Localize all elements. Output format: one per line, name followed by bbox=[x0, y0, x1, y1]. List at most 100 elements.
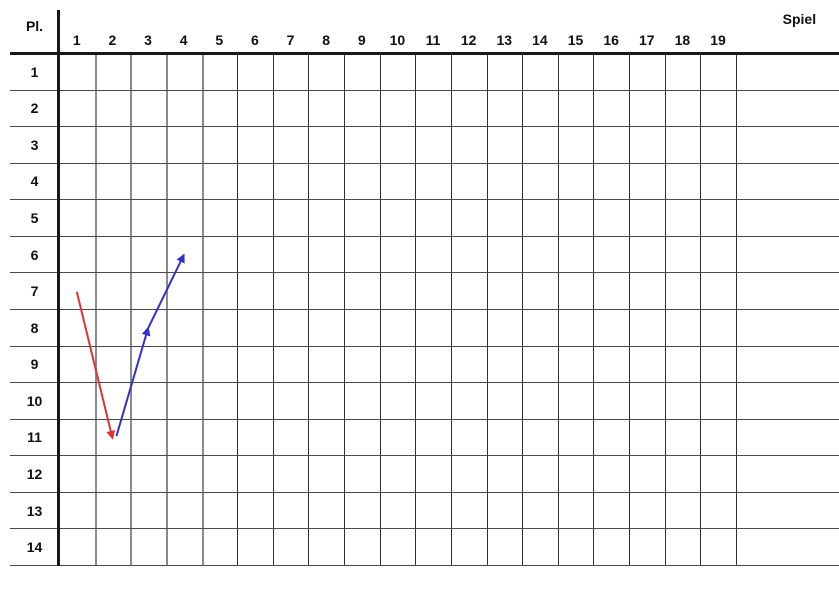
grid-cell-game17-place6 bbox=[629, 236, 665, 273]
grid-cell-game11-place8 bbox=[415, 309, 451, 346]
grid-cell-game6-place14 bbox=[237, 529, 273, 565]
table-row-place-11: 11 bbox=[10, 419, 839, 457]
grid-body: 1 2 3 4 5 6 7 8 9 10 11 12 13 14 bbox=[10, 54, 839, 566]
table-row-place-2: 2 bbox=[10, 90, 839, 128]
grid-cell-game4-place4 bbox=[165, 163, 202, 200]
grid-cell-game4-place11 bbox=[165, 419, 202, 456]
grid-cell-game15-place14 bbox=[557, 529, 594, 565]
grid-cell-game15-place5 bbox=[557, 200, 594, 236]
table-row-place-9: 9 bbox=[10, 346, 839, 384]
grid-cell-game16-place12 bbox=[593, 456, 629, 492]
grid-cell-game4-place5 bbox=[165, 200, 202, 236]
grid-cell-game12-place9 bbox=[450, 346, 487, 383]
grid-cell-game1-place3 bbox=[59, 127, 95, 163]
grid-cell-game16-place6 bbox=[593, 236, 629, 273]
table-row-place-10: 10 bbox=[10, 383, 839, 420]
grid-cell-game8-place10 bbox=[308, 383, 344, 419]
grid-cell-game5-place5 bbox=[201, 200, 238, 236]
grid-cell-game2-place11 bbox=[94, 419, 131, 456]
grid-cell-game5-place9 bbox=[201, 346, 238, 383]
grid-cell-game11-place4 bbox=[415, 163, 451, 200]
grid-cell-game17-place10 bbox=[629, 383, 665, 419]
grid-cell-game1-place12 bbox=[59, 456, 95, 492]
grid-cell-game9-place14 bbox=[344, 529, 380, 565]
grid-cell-game3-place8 bbox=[130, 309, 166, 346]
spiel-column-header: Spiel bbox=[782, 11, 817, 27]
grid-cell-game11-place9 bbox=[415, 346, 451, 383]
game-column-header-11: 11 bbox=[425, 32, 441, 48]
grid-cell-game4-place13 bbox=[165, 492, 202, 529]
grid-cell-game1-place4 bbox=[59, 164, 95, 200]
grid-cell-game10-place11 bbox=[379, 419, 416, 456]
place-row-label-10: 10 bbox=[26, 392, 43, 409]
grid-cell-game9-place6 bbox=[344, 236, 380, 273]
spiel-cell-place-10 bbox=[735, 383, 839, 419]
grid-cell-game12-place3 bbox=[450, 127, 487, 163]
grid-cell-game16-place3 bbox=[593, 127, 629, 163]
game-column-header-1: 1 bbox=[72, 32, 81, 48]
table-row-place-13: 13 bbox=[10, 492, 839, 530]
grid-cell-game10-place13 bbox=[379, 492, 416, 529]
place-row-label-6: 6 bbox=[30, 246, 39, 263]
grid-cell-game10-place3 bbox=[379, 127, 416, 163]
grid-cell-game5-place1 bbox=[201, 54, 238, 90]
grid-cell-game14-place7 bbox=[522, 273, 558, 309]
grid-cell-game8-place1 bbox=[308, 54, 344, 90]
grid-cell-game15-place10 bbox=[557, 383, 594, 419]
grid-cell-game19-place6 bbox=[700, 236, 736, 273]
grid-cell-game18-place6 bbox=[664, 236, 701, 273]
grid-cell-game11-place12 bbox=[415, 456, 451, 492]
grid-cell-game14-place1 bbox=[522, 54, 558, 90]
place-column-divider-line bbox=[57, 10, 60, 566]
grid-cell-game10-place5 bbox=[379, 200, 416, 236]
spiel-cell-place-8 bbox=[735, 309, 839, 346]
grid-cell-game1-place6 bbox=[59, 237, 95, 273]
grid-cell-game2-place4 bbox=[94, 163, 131, 200]
game-column-header-7: 7 bbox=[286, 32, 295, 48]
grid-cell-game13-place5 bbox=[486, 200, 523, 236]
game-column-header-10: 10 bbox=[389, 32, 406, 48]
game-column-header-14: 14 bbox=[532, 32, 548, 48]
game-column-header-16: 16 bbox=[603, 32, 619, 48]
game-column-header-4: 4 bbox=[179, 32, 188, 48]
grid-cell-game2-place5 bbox=[94, 200, 131, 236]
table-row-place-8: 8 bbox=[10, 309, 839, 347]
grid-cell-game17-place11 bbox=[629, 419, 665, 456]
grid-cell-game6-place6 bbox=[237, 236, 273, 273]
grid-cell-game18-place1 bbox=[664, 54, 701, 90]
grid-cell-game17-place8 bbox=[629, 309, 665, 346]
grid-cell-game14-place13 bbox=[522, 492, 558, 529]
spiel-cell-place-5 bbox=[735, 200, 839, 236]
grid-cell-game15-place2 bbox=[557, 90, 594, 127]
grid-cell-game2-place2 bbox=[94, 90, 131, 127]
game-column-header-9: 9 bbox=[357, 32, 366, 48]
grid-cell-game16-place5 bbox=[593, 200, 629, 236]
grid-cell-game13-place4 bbox=[486, 163, 523, 200]
place-row-label-11: 11 bbox=[27, 429, 42, 446]
grid-cell-game4-place7 bbox=[165, 273, 202, 309]
grid-cell-game1-place14 bbox=[59, 529, 95, 565]
grid-cell-game18-place2 bbox=[664, 90, 701, 127]
grid-cell-game19-place3 bbox=[700, 127, 736, 163]
place-row-label-4: 4 bbox=[30, 173, 39, 190]
grid-cell-game15-place6 bbox=[557, 236, 594, 273]
grid-cell-game4-place2 bbox=[165, 90, 202, 127]
grid-cell-game16-place11 bbox=[593, 419, 629, 456]
grid-cell-game19-place1 bbox=[700, 54, 736, 90]
grid-cell-game15-place11 bbox=[557, 419, 594, 456]
grid-cell-game9-place4 bbox=[344, 163, 380, 200]
grid-cell-game7-place12 bbox=[272, 456, 309, 492]
grid-cell-game2-place9 bbox=[94, 346, 131, 383]
grid-cell-game17-place1 bbox=[629, 54, 665, 90]
grid-cell-game7-place2 bbox=[272, 90, 309, 127]
grid-cell-game2-place3 bbox=[94, 127, 131, 163]
header-row: Pl. 1 2 3 4 5 6 7 8 9 10 11 12 13 14 15 16 17 18 19 Spiel bbox=[10, 0, 839, 54]
spiel-cell-place-1 bbox=[735, 54, 839, 90]
grid-cell-game6-place3 bbox=[237, 127, 273, 163]
grid-cell-game8-place8 bbox=[308, 309, 344, 346]
grid-cell-game12-place5 bbox=[450, 200, 487, 236]
grid-cell-game3-place12 bbox=[130, 456, 166, 492]
grid-cell-game13-place3 bbox=[486, 127, 523, 163]
game-column-header-5: 5 bbox=[215, 32, 224, 48]
grid-cell-game4-place14 bbox=[165, 529, 202, 565]
